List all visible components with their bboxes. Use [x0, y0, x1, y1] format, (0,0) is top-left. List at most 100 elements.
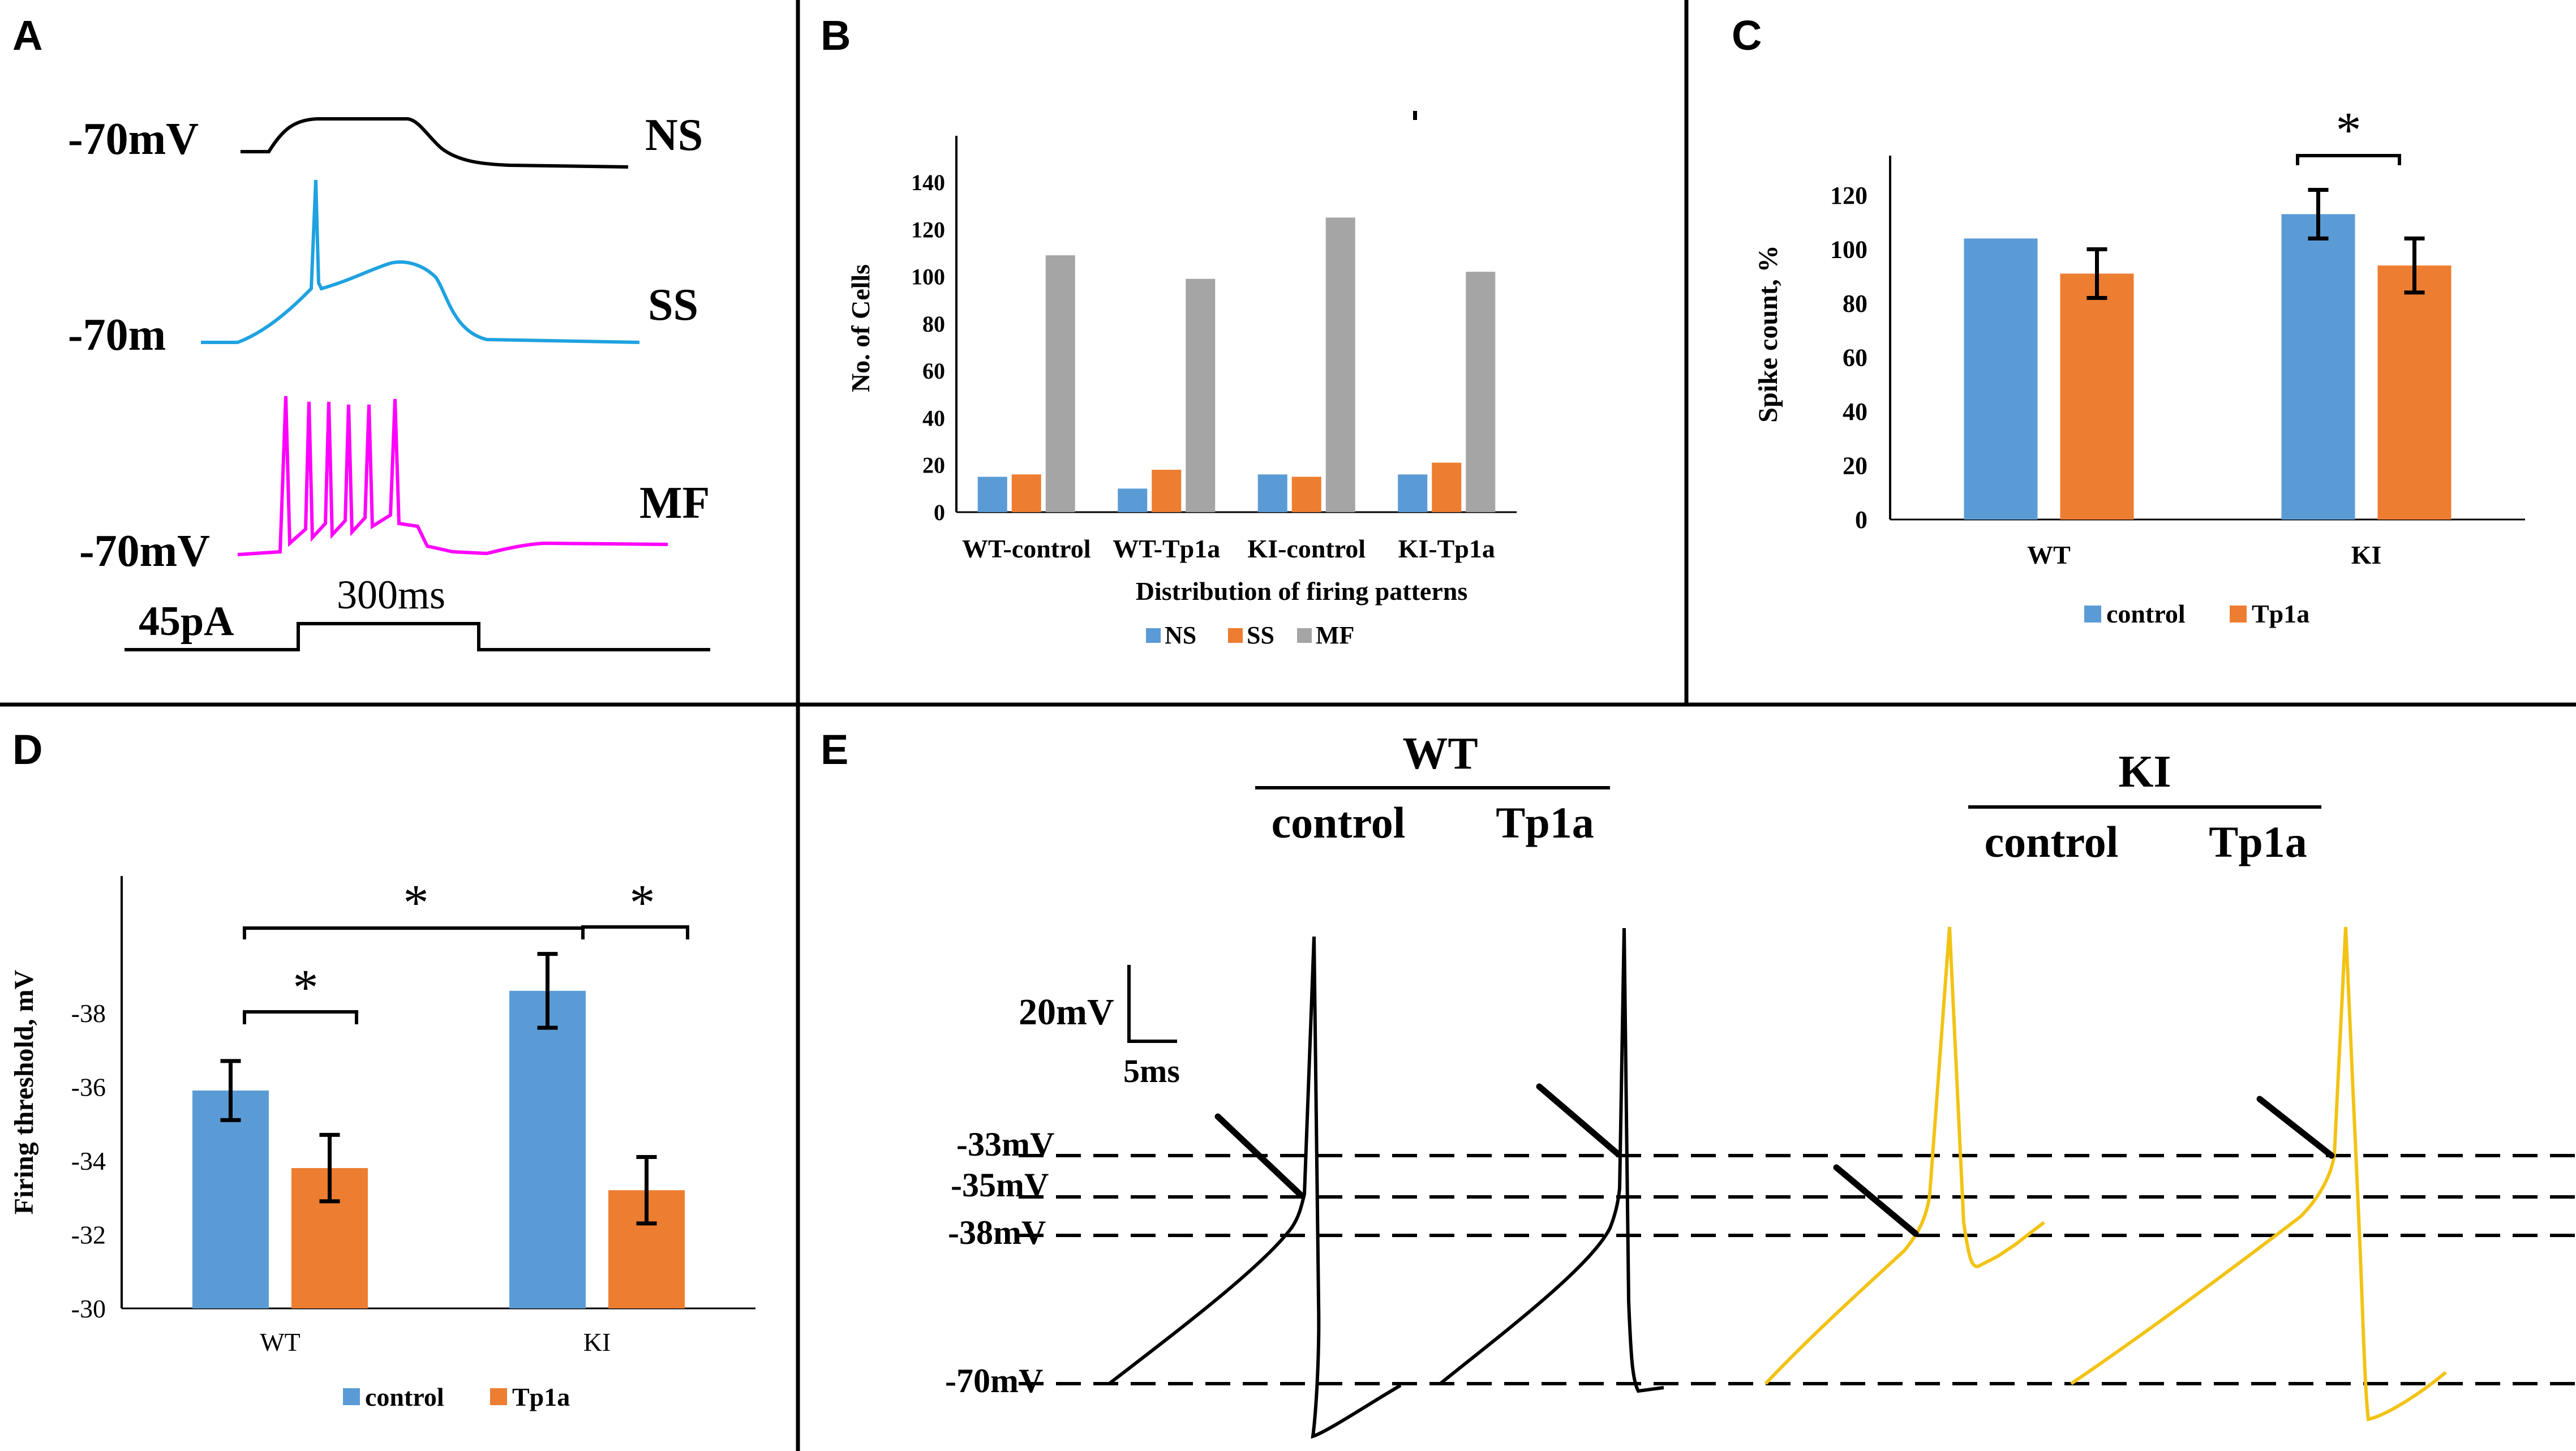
b-category-label: WT-control	[962, 534, 1090, 563]
d-legend-label-control: control	[365, 1383, 444, 1411]
e-level-label-70: -70mV	[945, 1362, 1043, 1400]
b-x-axis-title: Distribution of firing patterns	[1136, 577, 1468, 606]
mf-trace	[237, 396, 668, 556]
b-bar-mf	[1186, 278, 1216, 512]
b-legend: NS SS MF	[1146, 621, 1354, 649]
mf-voltage-label: -70mV	[79, 526, 210, 576]
d-legend-swatch-control	[343, 1388, 360, 1405]
b-bar-ns	[1257, 474, 1287, 512]
panel-label-a: A	[12, 12, 42, 59]
c-bar-tp1a	[2060, 273, 2134, 520]
b-bar-mf	[1466, 272, 1496, 512]
e-level-label-35: -35mV	[951, 1166, 1049, 1204]
c-error-bars	[2086, 187, 2425, 300]
c-y-tick-label: 80	[1843, 290, 1867, 317]
e-trace-ki-tp1a	[2070, 926, 2447, 1422]
stimulus-trace	[124, 622, 710, 651]
c-y-tick-label: 0	[1855, 506, 1867, 534]
panel-b: 0 20 40 60 80 100 120 140 WT-control WT-Tp1a KI-c…	[846, 111, 1517, 649]
e-trace-wt-tp1a	[1439, 928, 1664, 1393]
c-bars	[1964, 214, 2452, 520]
b-y-tick-label: 100	[911, 264, 945, 290]
c-legend-swatch-control	[2084, 606, 2101, 623]
e-threshold-markers	[1214, 1083, 2335, 1237]
c-y-tick-label: 40	[1843, 398, 1867, 426]
e-level-label-33: -33mV	[956, 1126, 1054, 1163]
e-wt-tp1a-label: Tp1a	[1496, 798, 1594, 847]
c-y-axis-title: Spike count, %	[1753, 245, 1783, 422]
panel-label-e: E	[821, 726, 848, 773]
c-category-label: WT	[2027, 540, 2071, 569]
b-y-ticks: 0 20 40 60 80 100 120 140	[911, 170, 945, 525]
d-legend-swatch-tp1a	[490, 1388, 507, 1405]
c-error-bar	[2086, 247, 2107, 300]
e-threshold-marker-ki-tp1a	[2256, 1096, 2335, 1159]
e-threshold-marker-ki-control	[1833, 1164, 1919, 1237]
d-bars	[192, 990, 685, 1308]
ns-pattern-label: NS	[645, 110, 703, 160]
e-scale-voltage: 20mV	[1019, 991, 1114, 1033]
e-threshold-marker-wt-tp1a	[1536, 1083, 1622, 1158]
d-category-labels: WT KI	[260, 1328, 611, 1356]
c-bar-control	[2281, 214, 2355, 520]
b-bar-ss	[1152, 470, 1182, 512]
panel-e: WT control Tp1a KI control Tp1a 20mV 5ms…	[945, 729, 2576, 1439]
c-error-bar	[2308, 187, 2329, 241]
d-legend-label-tp1a: Tp1a	[512, 1383, 570, 1411]
d-y-tick-label: -32	[71, 1221, 106, 1250]
b-y-tick-label: 140	[911, 170, 945, 195]
b-category-label: KI-control	[1247, 534, 1366, 563]
ss-voltage-label: -70m	[68, 310, 166, 360]
b-category-labels: WT-control WT-Tp1a KI-control KI-Tp1a	[962, 534, 1495, 563]
d-y-ticks: -30 -32 -34 -36 -38	[71, 999, 106, 1323]
b-bars	[977, 217, 1496, 512]
e-ki-tp1a-label: Tp1a	[2209, 817, 2307, 866]
d-legend: control Tp1a	[343, 1383, 570, 1411]
panel-label-d: D	[12, 726, 42, 773]
b-legend-label-ss: SS	[1247, 621, 1274, 649]
panel-c: 0 20 40 60 80 100 120 WT KI Spike count, % * co…	[1753, 102, 2525, 628]
d-y-tick-label: -30	[71, 1294, 106, 1323]
c-y-tick-label: 100	[1830, 236, 1867, 264]
e-group-ki: KI	[2118, 747, 2171, 797]
d-error-bar	[636, 1154, 657, 1226]
d-bracket-wt	[243, 1010, 358, 1024]
d-error-bar	[220, 1059, 241, 1122]
c-significance: *	[2296, 102, 2401, 165]
c-error-bar	[2404, 236, 2425, 295]
e-ki-control-label: control	[1985, 817, 2119, 866]
d-significance-star-ki: *	[630, 875, 655, 931]
b-legend-swatch-mf	[1297, 628, 1312, 643]
c-significance-star: *	[2336, 102, 2362, 158]
d-y-axis-title: Firing threshold, mV	[9, 969, 39, 1214]
b-category-label: WT-Tp1a	[1113, 534, 1220, 563]
ns-trace	[241, 117, 629, 169]
panel-label-c: C	[1732, 12, 1762, 59]
panel-d: -30 -32 -34 -36 -38 WT KI Firing threshold, m…	[9, 875, 755, 1411]
b-bar-ss	[1291, 476, 1321, 512]
d-y-tick-label: -38	[71, 999, 106, 1028]
c-bar-tp1a	[2377, 265, 2452, 520]
e-group-wt: WT	[1402, 729, 1478, 779]
b-bar-mf	[1325, 217, 1355, 512]
d-bracket-ki	[581, 925, 689, 939]
d-significance	[243, 925, 689, 1024]
c-legend-swatch-tp1a	[2230, 606, 2247, 623]
b-bar-ss	[1011, 474, 1041, 512]
ss-pattern-label: SS	[648, 280, 698, 330]
c-category-label: KI	[2351, 540, 2382, 569]
b-legend-swatch-ns	[1146, 628, 1161, 643]
d-y-tick-label: -34	[71, 1147, 106, 1175]
c-bar-control	[1964, 238, 2038, 520]
ss-trace	[201, 179, 640, 344]
d-error-bar	[319, 1132, 340, 1204]
b-y-axis-title: No. of Cells	[846, 264, 875, 392]
c-category-labels: WT KI	[2027, 540, 2381, 569]
e-threshold-marker-wt-control	[1214, 1113, 1305, 1199]
d-bar-control	[192, 1091, 269, 1308]
panel-label-b: B	[821, 12, 851, 59]
b-legend-label-ns: NS	[1165, 621, 1196, 649]
b-y-tick-label: 120	[911, 217, 945, 242]
b-y-tick-label: 20	[922, 453, 945, 478]
